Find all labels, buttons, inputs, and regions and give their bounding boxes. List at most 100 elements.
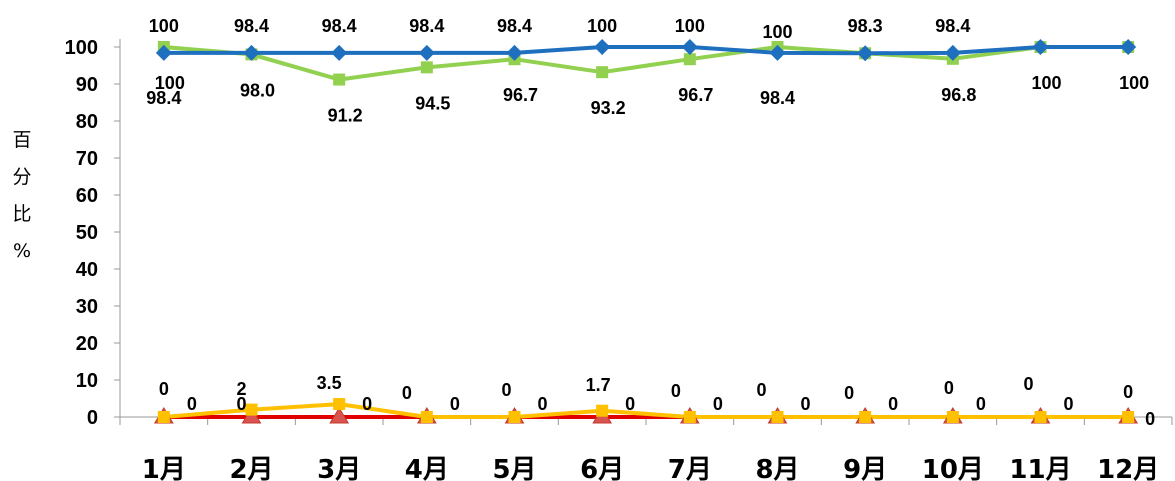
data-label: 0 <box>501 380 511 400</box>
x-tick-label: 6月 <box>580 455 624 481</box>
data-label: 91.2 <box>328 106 363 126</box>
y-tick-label: 90 <box>76 74 98 96</box>
data-label: 0 <box>159 379 169 399</box>
y-axis-label-char: 分 <box>12 166 31 188</box>
data-label: 0 <box>362 394 372 414</box>
data-label: 94.5 <box>415 93 450 113</box>
point-marker <box>681 39 698 55</box>
point-marker <box>418 44 435 61</box>
x-tick-label: 2月 <box>229 455 273 481</box>
data-label: 100 <box>1031 73 1061 93</box>
point-marker <box>333 398 346 411</box>
data-label: 98.3 <box>848 16 883 36</box>
point-marker <box>1120 39 1137 55</box>
y-tick-label: 100 <box>65 37 98 59</box>
point-marker <box>1122 411 1135 423</box>
x-tick-label: 9月 <box>843 455 887 481</box>
point-marker <box>420 61 433 74</box>
point-marker <box>245 403 258 416</box>
y-axis-label-char: % <box>13 240 31 262</box>
data-label: 0 <box>402 383 412 403</box>
data-label: 0 <box>1063 394 1073 414</box>
data-label: 0 <box>944 378 954 398</box>
data-label: 98.4 <box>322 16 357 36</box>
data-label: 0 <box>450 394 460 414</box>
data-label: 100 <box>1119 73 1149 93</box>
point-marker <box>243 44 260 61</box>
data-label: 0 <box>1023 374 1033 394</box>
point-marker <box>155 44 172 61</box>
data-label: 98.4 <box>409 16 444 36</box>
y-tick-label: 30 <box>76 296 98 318</box>
x-tick-label: 12月 <box>1097 455 1159 481</box>
point-marker <box>420 411 433 423</box>
x-tick-label: 8月 <box>755 455 799 481</box>
y-tick-label: 80 <box>76 111 98 133</box>
point-marker <box>596 66 609 79</box>
y-tick-label: 20 <box>76 333 98 355</box>
point-marker <box>946 411 959 423</box>
data-label: 98.4 <box>497 16 532 36</box>
data-label: 0 <box>236 394 246 414</box>
data-label: 2 <box>236 379 246 399</box>
y-tick-label: 40 <box>76 259 98 281</box>
data-label: 100 <box>587 16 617 36</box>
point-marker <box>506 44 523 61</box>
data-label: 0 <box>800 394 810 414</box>
data-label: 3.5 <box>317 373 342 393</box>
series-markers <box>153 39 1139 424</box>
data-label: 0 <box>1123 382 1133 402</box>
point-marker <box>1032 39 1049 55</box>
data-label: 0 <box>671 381 681 401</box>
point-marker <box>859 411 872 423</box>
data-label: 98.0 <box>240 80 275 100</box>
data-label: 0 <box>976 394 986 414</box>
point-marker <box>683 411 696 423</box>
data-label: 96.7 <box>678 85 713 105</box>
point-marker <box>944 44 961 61</box>
data-label: 0 <box>888 394 898 414</box>
point-marker <box>508 411 521 423</box>
point-marker <box>596 404 609 417</box>
point-marker <box>594 39 611 55</box>
data-label: 96.7 <box>503 85 538 105</box>
y-tick-label: 0 <box>87 407 98 429</box>
series-line <box>163 45 1129 56</box>
x-tick-label: 10月 <box>922 455 984 481</box>
data-label: 0 <box>713 394 723 414</box>
y-axis-label: 百分比% <box>12 129 31 262</box>
point-marker <box>1034 411 1047 423</box>
point-marker <box>769 44 786 61</box>
point-marker <box>683 53 696 66</box>
data-label: 96.8 <box>941 85 976 105</box>
data-label: 98.4 <box>760 88 795 108</box>
y-axis-label-char: 比 <box>12 203 31 225</box>
point-marker <box>329 407 350 424</box>
data-label: 100 <box>675 16 705 36</box>
x-tick-label: 3月 <box>317 455 361 481</box>
data-label: 0 <box>625 394 635 414</box>
y-tick-label: 70 <box>76 148 98 170</box>
x-tick-label: 11月 <box>1009 455 1071 481</box>
data-label: 98.4 <box>234 16 269 36</box>
data-label: 98.4 <box>146 88 181 108</box>
data-label: 98.4 <box>935 16 970 36</box>
series-lines <box>163 45 1129 419</box>
point-marker <box>157 411 170 423</box>
data-label: 100 <box>149 16 179 36</box>
x-tick-label: 7月 <box>668 455 712 481</box>
y-axis-label-char: 百 <box>12 129 31 151</box>
data-label: 0 <box>844 383 854 403</box>
point-marker <box>771 411 784 423</box>
data-label: 1.7 <box>586 375 611 395</box>
x-tick-label: 4月 <box>405 455 449 481</box>
y-tick-label: 10 <box>76 370 98 392</box>
data-label: 0 <box>187 394 197 414</box>
y-tick-label: 60 <box>76 185 98 207</box>
data-label: 100 <box>155 73 185 93</box>
data-label: 100 <box>762 22 792 42</box>
y-tick-label: 50 <box>76 222 98 244</box>
